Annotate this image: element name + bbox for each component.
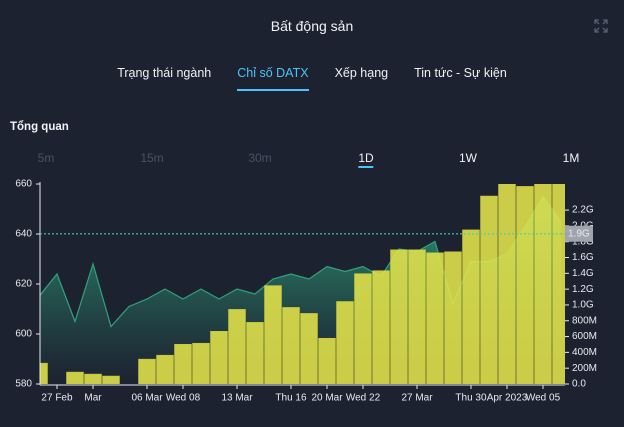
volume-bar <box>480 195 498 384</box>
y-tick-label: 640 <box>15 229 32 240</box>
volume-bar <box>246 322 264 384</box>
y-tick-label: 620 <box>15 279 32 290</box>
expand-icon[interactable] <box>594 19 608 33</box>
timeframe-button: 15m <box>140 151 164 165</box>
x-tick-label: Wed 22 <box>346 393 381 404</box>
volume-bar <box>498 184 516 384</box>
y2-tick-label: 600M <box>572 331 597 342</box>
volume-bar <box>264 285 282 384</box>
x-tick-label: 06 Mar <box>131 393 163 404</box>
y2-tick-label: 800M <box>572 315 597 326</box>
section-title: Tổng quan <box>10 121 69 133</box>
volume-bar <box>426 252 444 384</box>
y2-tick-label: 1.2G <box>572 284 594 295</box>
y2-tick-label: 1.4G <box>572 268 594 279</box>
tab[interactable]: Trạng thái ngành <box>117 66 212 80</box>
x-tick-label: Wed 08 <box>166 393 201 404</box>
modal-title: Bất động sản <box>270 18 354 34</box>
y-tick-label: 580 <box>15 379 32 390</box>
volume-bar <box>174 343 192 384</box>
volume-bar <box>444 251 462 384</box>
x-tick-label: Apr 2023 <box>487 393 528 404</box>
marker-label-bg <box>565 225 593 242</box>
y2-tick-label: 1.6G <box>572 252 594 263</box>
volume-bar <box>354 273 372 384</box>
tab-bar: Trạng thái ngành Chỉ số DATX Xếp hạng Tin t… <box>0 66 624 91</box>
x-tick-label: 20 Mar <box>311 393 343 404</box>
volume-bar <box>408 249 426 384</box>
y2-tick-label: 200M <box>572 363 597 374</box>
volume-bar <box>336 301 354 384</box>
volume-bar <box>228 309 246 384</box>
y-tick-label: 600 <box>15 329 32 340</box>
volume-bar <box>84 373 102 384</box>
y2-tick-label: 2.2G <box>572 205 594 216</box>
volume-bar <box>372 270 390 384</box>
tab[interactable]: Chỉ số DATX <box>224 66 321 91</box>
volume-bar <box>210 331 228 384</box>
volume-bar <box>156 354 174 384</box>
timeframe-button: 5m <box>37 151 55 165</box>
volume-bar <box>552 184 565 384</box>
volume-bar <box>192 342 210 384</box>
y2-tick-label: 0.0 <box>572 379 586 390</box>
volume-bar <box>534 184 552 384</box>
x-tick-label: Mar <box>84 393 102 404</box>
tab[interactable]: Xếp hạng <box>334 66 389 80</box>
y2-tick-label: 400M <box>572 347 597 358</box>
y2-tick-label: 1.8G <box>572 236 594 247</box>
timeframe-button[interactable]: 1W <box>459 151 477 165</box>
volume-bar <box>390 249 408 384</box>
x-tick-label: 27 Mar <box>401 393 433 404</box>
x-tick-label: 13 Mar <box>221 393 253 404</box>
y-tick-label: 660 <box>15 179 32 190</box>
x-tick-label: Wed 05 <box>526 393 561 404</box>
y2-tick-label: 1.0G <box>572 300 594 311</box>
volume-bar <box>40 362 48 384</box>
tab[interactable]: Tin tức - Sự kiện <box>414 66 507 80</box>
volume-bar <box>102 375 120 384</box>
volume-bar <box>282 307 300 384</box>
timeframe-button[interactable]: 1D <box>358 151 374 168</box>
volume-bar <box>138 358 156 384</box>
volume-bar <box>318 337 336 384</box>
timeframe-button: 30m <box>248 151 272 165</box>
volume-bar <box>516 186 534 384</box>
x-tick-label: 27 Feb <box>41 393 73 404</box>
timeframe-button[interactable]: 1M <box>562 151 580 165</box>
volume-bar <box>66 371 84 384</box>
x-tick-label: Thu 16 <box>275 393 307 404</box>
marker-label: 1.9G <box>568 228 590 239</box>
volume-bar <box>300 313 318 384</box>
x-tick-label: Thu 30 <box>455 393 487 404</box>
volume-bar <box>462 229 480 384</box>
